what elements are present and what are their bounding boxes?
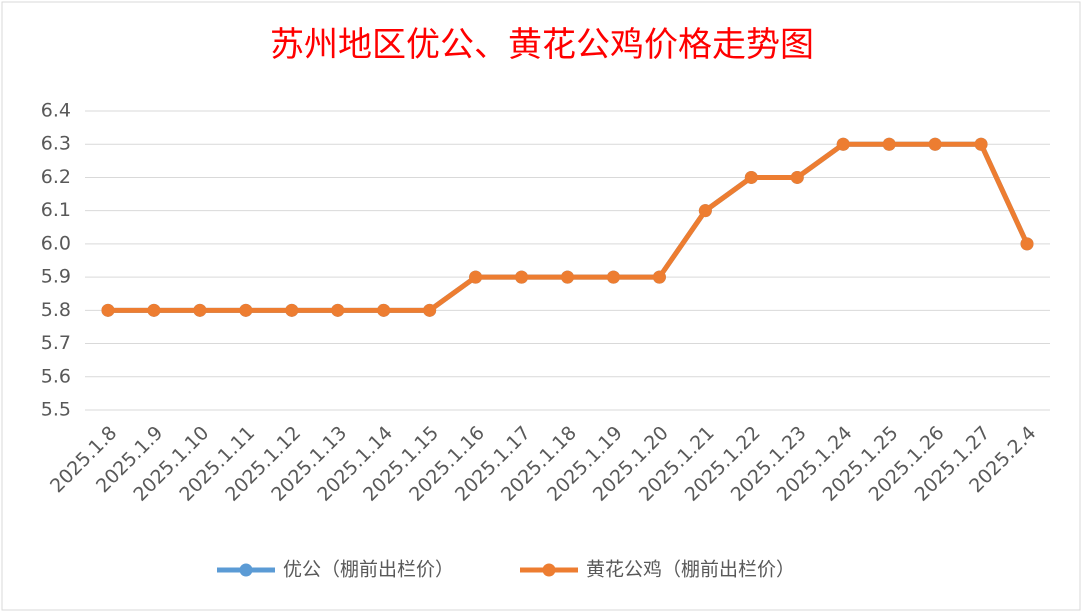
y-tick-label: 6.4 [41, 100, 71, 122]
y-tick-label: 6.0 [41, 232, 71, 254]
y-tick-label: 6.3 [41, 133, 71, 155]
data-point [147, 303, 161, 317]
data-point [285, 303, 299, 317]
legend-label: 优公（棚前出栏价） [283, 559, 454, 581]
y-tick-label: 5.5 [41, 399, 71, 421]
data-point [193, 303, 207, 317]
data-point [698, 204, 712, 218]
y-tick-label: 5.6 [41, 365, 71, 387]
data-point [331, 303, 345, 317]
data-point [790, 170, 804, 184]
y-tick-label: 6.2 [41, 166, 71, 188]
y-tick-label: 6.1 [41, 199, 71, 221]
legend-marker [239, 563, 253, 577]
data-point [239, 303, 253, 317]
data-point [882, 137, 896, 151]
data-point [836, 137, 850, 151]
data-point [1020, 237, 1034, 251]
data-point [928, 137, 942, 151]
data-point [423, 303, 437, 317]
y-tick-label: 5.7 [41, 332, 71, 354]
data-point [744, 170, 758, 184]
data-point [101, 303, 115, 317]
legend-marker [542, 563, 556, 577]
data-point [515, 270, 529, 284]
data-point [974, 137, 988, 151]
y-tick-label: 5.8 [41, 299, 71, 321]
data-point [469, 270, 483, 284]
data-point [561, 270, 574, 284]
legend-label: 黄花公鸡（棚前出栏价） [586, 559, 795, 581]
y-tick-label: 5.9 [41, 266, 71, 288]
data-point [652, 270, 666, 284]
chart-title: 苏州地区优公、黄花公鸡价格走势图 [270, 25, 814, 65]
data-point [377, 303, 391, 317]
data-point [606, 270, 620, 284]
